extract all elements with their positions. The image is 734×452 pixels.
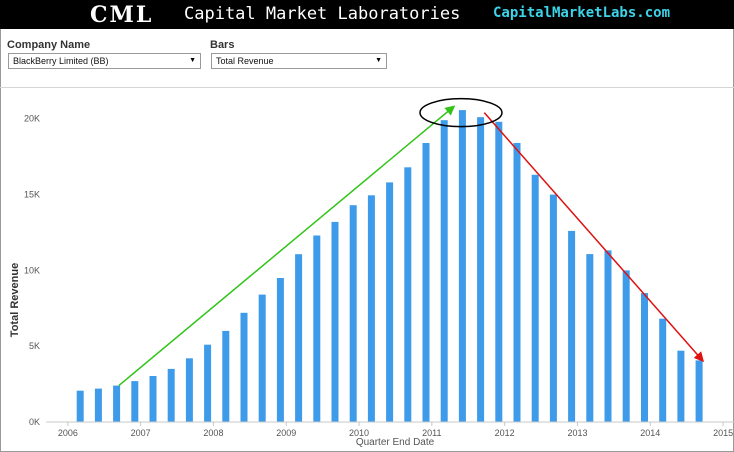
header-banner: CML Capital Market Laboratories CapitalM…	[0, 0, 734, 29]
revenue-bar[interactable]	[131, 381, 139, 422]
y-tick-label: 5K	[29, 341, 40, 351]
revenue-bar[interactable]	[386, 182, 394, 422]
x-tick-label: 2006	[58, 428, 78, 438]
x-tick-label: 2012	[495, 428, 515, 438]
growth-trend-arrow	[118, 105, 456, 387]
revenue-bar[interactable]	[149, 376, 157, 422]
revenue-bar[interactable]	[295, 254, 303, 422]
revenue-bar[interactable]	[367, 195, 375, 422]
y-tick-label: 15K	[24, 190, 40, 200]
x-tick-label: 2007	[131, 428, 151, 438]
x-tick-label: 2015	[713, 428, 733, 438]
chevron-down-icon: ▼	[375, 57, 382, 64]
revenue-bar[interactable]	[568, 230, 576, 422]
x-tick-label: 2014	[640, 428, 660, 438]
x-tick-label: 2008	[203, 428, 223, 438]
chevron-down-icon: ▼	[189, 57, 196, 64]
revenue-bar[interactable]	[641, 293, 648, 422]
revenue-bar[interactable]	[440, 120, 448, 422]
revenue-bar[interactable]	[113, 385, 121, 422]
company-name-dropdown[interactable]: BlackBerry Limited (BB) ▼	[8, 53, 201, 69]
revenue-bar[interactable]	[458, 110, 466, 422]
revenue-bar[interactable]	[549, 194, 557, 422]
revenue-chart: 0K 5K 10K 15K 20K 2006 2007 2008 2009 2010 2011 20…	[9, 97, 734, 448]
company-name-label: Company Name	[7, 39, 91, 51]
revenue-bar[interactable]	[477, 117, 485, 422]
x-axis-title: Quarter End Date	[356, 437, 435, 448]
revenue-bar[interactable]	[258, 294, 266, 422]
peak-highlight-ellipse	[419, 97, 503, 128]
revenue-bar[interactable]	[313, 235, 321, 423]
revenue-bar[interactable]	[94, 388, 102, 422]
x-tick-label: 2009	[276, 428, 296, 438]
x-tick-label: 2011	[422, 428, 441, 438]
revenue-bar[interactable]	[222, 330, 230, 422]
bars-label: Bars	[210, 39, 235, 51]
y-tick-label: 20K	[24, 114, 40, 124]
revenue-bar[interactable]	[404, 167, 412, 422]
y-tick-label: 0K	[29, 417, 40, 427]
y-axis-title: Total Revenue	[9, 263, 21, 337]
bars-dropdown[interactable]: Total Revenue ▼	[211, 53, 387, 69]
revenue-bar[interactable]	[695, 360, 703, 422]
x-tick-label: 2010	[349, 428, 369, 438]
revenue-bar[interactable]	[622, 270, 630, 422]
revenue-bar[interactable]	[531, 174, 539, 422]
revenue-bar[interactable]	[204, 344, 212, 422]
revenue-bar[interactable]	[276, 278, 284, 422]
revenue-bar[interactable]	[677, 350, 685, 422]
revenue-bar[interactable]	[331, 221, 339, 422]
bars-value: Total Revenue	[216, 56, 274, 66]
banner-title: Capital Market Laboratories	[184, 4, 461, 24]
company-name-value: BlackBerry Limited (BB)	[13, 56, 109, 66]
banner-url-link[interactable]: CapitalMarketLabs.com	[493, 5, 671, 21]
revenue-bar[interactable]	[586, 254, 594, 422]
revenue-bar[interactable]	[349, 205, 357, 422]
controls-divider	[0, 87, 734, 88]
decline-trend-arrow	[483, 112, 705, 363]
revenue-bar[interactable]	[604, 250, 612, 422]
cml-logo: CML	[90, 2, 154, 28]
revenue-bar[interactable]	[167, 368, 175, 422]
revenue-bar[interactable]	[240, 312, 248, 422]
revenue-bar[interactable]	[495, 121, 503, 423]
revenue-bar[interactable]	[185, 358, 193, 422]
revenue-bar[interactable]	[659, 318, 667, 422]
x-tick-label: 2013	[567, 428, 587, 438]
revenue-bar[interactable]	[422, 143, 430, 422]
y-tick-label: 10K	[24, 265, 40, 275]
revenue-bar[interactable]	[76, 390, 84, 422]
revenue-bar[interactable]	[513, 143, 521, 422]
